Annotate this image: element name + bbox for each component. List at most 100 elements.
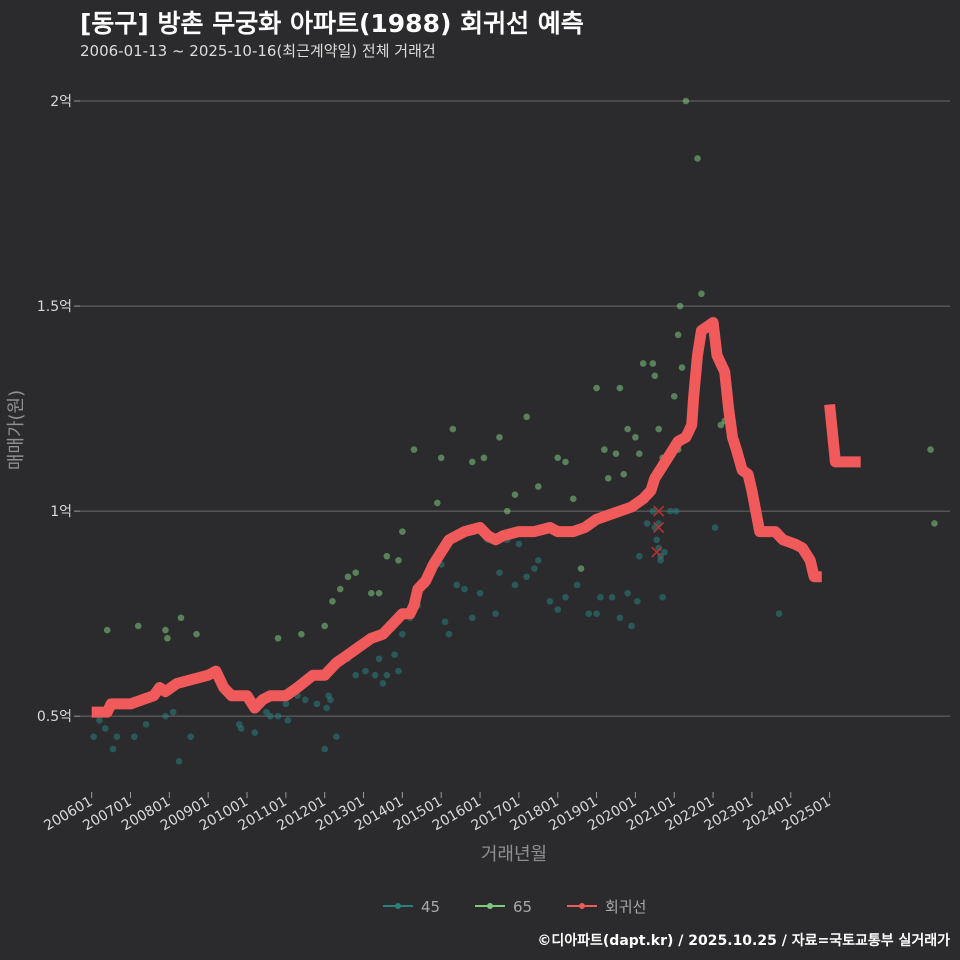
outlier-x-mark [653, 521, 665, 534]
legend-item-0: 45 [383, 898, 440, 916]
data-point-65 [134, 622, 142, 630]
data-point-45 [441, 618, 449, 626]
data-point-45 [461, 585, 468, 593]
y-tick-label: 2억 [50, 94, 72, 110]
data-point-45 [597, 593, 604, 601]
chart-title: [동구] 방촌 무궁화 아파트(1988) 회귀선 예측 [80, 9, 584, 38]
data-point-65 [511, 491, 519, 499]
data-point-45 [445, 630, 453, 638]
data-point-65 [329, 598, 336, 605]
data-point-65 [468, 458, 476, 466]
data-point-65 [193, 630, 200, 638]
outlier-markers [651, 505, 665, 558]
data-point-45 [375, 655, 383, 663]
data-point-45 [327, 696, 334, 704]
data-point-45 [562, 593, 569, 601]
data-point-45 [649, 507, 657, 515]
legend-key-dot [395, 903, 401, 909]
data-point-65 [298, 630, 305, 638]
data-point-45 [531, 565, 538, 572]
data-point-45 [492, 610, 499, 617]
data-point-45 [187, 733, 194, 740]
data-point-45 [554, 606, 562, 613]
data-point-45 [511, 581, 519, 589]
data-point-45 [453, 581, 461, 589]
legend-label: 45 [421, 898, 440, 916]
grid-lines [80, 100, 950, 717]
data-point-65 [931, 520, 938, 527]
data-point-45 [635, 552, 643, 560]
data-point-45 [237, 725, 245, 732]
data-point-65 [395, 557, 402, 564]
data-point-65 [655, 425, 663, 433]
data-point-65 [437, 454, 445, 462]
data-point-65 [103, 626, 111, 634]
data-point-45 [175, 757, 183, 765]
data-point-45 [313, 700, 321, 708]
data-point-45 [711, 524, 719, 531]
legend-item-1: 65 [475, 898, 532, 916]
data-point-45 [301, 696, 309, 704]
data-point-45 [468, 614, 476, 622]
data-point-45 [284, 716, 292, 724]
data-point-45 [573, 581, 581, 589]
data-point-65 [670, 392, 678, 400]
data-point-45 [585, 610, 593, 617]
data-point-45 [96, 716, 103, 724]
scatter-points [90, 97, 938, 765]
data-point-45 [362, 667, 369, 675]
data-point-65 [162, 626, 169, 634]
data-point-65 [569, 495, 577, 503]
data-point-65 [593, 384, 600, 392]
chart-subtitle: 2006-01-13 ~ 2025-10-16(최근계약일) 전체 거래건 [80, 42, 436, 60]
data-point-45 [643, 520, 651, 527]
data-point-45 [379, 680, 387, 687]
data-point-45 [274, 712, 282, 720]
data-point-65 [717, 421, 725, 429]
data-point-45 [101, 725, 109, 732]
data-point-65 [612, 450, 620, 458]
data-point-65 [274, 634, 282, 642]
data-point-45 [282, 700, 290, 708]
data-point-45 [496, 569, 503, 576]
regression-line-segment-1 [824, 403, 861, 468]
data-point-45 [391, 651, 398, 658]
y-axis-title: 매매가(원) [6, 390, 27, 470]
data-point-45 [113, 733, 121, 740]
data-point-65 [639, 360, 647, 367]
data-point-65 [651, 372, 659, 380]
data-point-45 [616, 614, 624, 622]
data-point-45 [593, 610, 600, 617]
data-point-45 [476, 589, 484, 597]
data-point-45 [546, 598, 554, 605]
data-point-45 [775, 610, 783, 617]
data-point-45 [90, 733, 97, 740]
data-point-45 [655, 544, 663, 552]
data-point-65 [177, 614, 185, 622]
data-point-65 [367, 589, 375, 597]
y-tick-label: 1.5억 [37, 299, 72, 315]
data-point-45 [263, 708, 270, 716]
data-point-65 [336, 585, 344, 593]
data-point-65 [620, 470, 628, 478]
data-point-45 [267, 712, 274, 720]
legend-key-dot [579, 903, 585, 909]
data-point-65 [523, 413, 530, 421]
data-point-45 [169, 708, 177, 716]
data-point-45 [333, 733, 340, 740]
data-point-45 [672, 507, 680, 515]
data-point-45 [323, 704, 330, 712]
data-point-65 [344, 573, 352, 581]
outlier-stroke-b [653, 521, 665, 534]
outlier-x-mark [651, 546, 663, 558]
data-point-65 [674, 331, 682, 339]
data-point-65 [554, 454, 562, 462]
outlier-x-mark [653, 505, 665, 517]
data-point-45 [659, 593, 666, 601]
data-point-45 [371, 671, 379, 679]
data-point-45 [523, 573, 530, 581]
x-axis-ticks: 2006012007012008012009012010012011012012… [41, 792, 834, 834]
data-point-65 [352, 569, 360, 576]
data-point-65 [480, 454, 488, 462]
